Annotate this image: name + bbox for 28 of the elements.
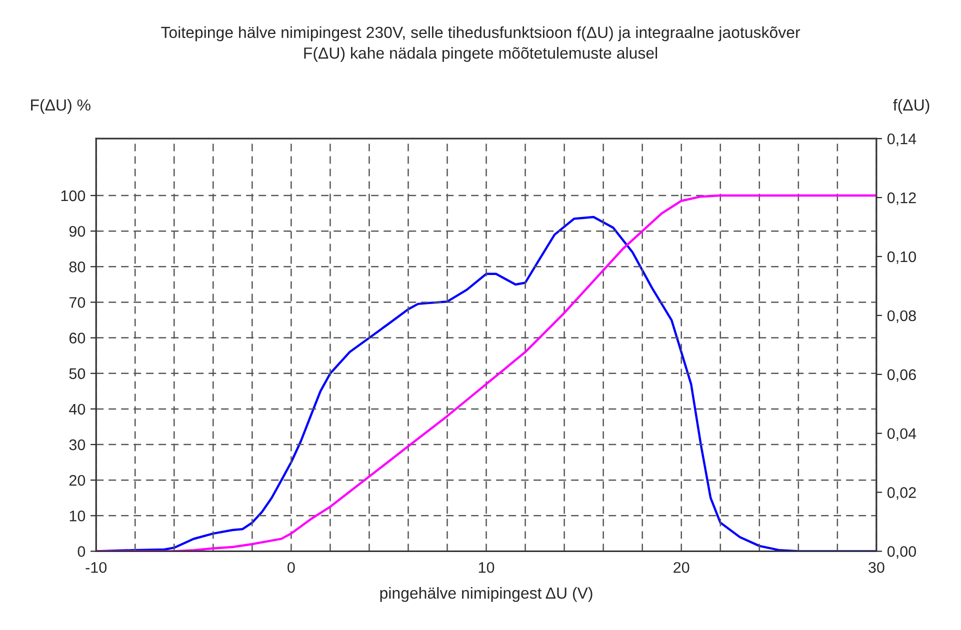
y-tick-label: 30 bbox=[69, 439, 86, 450]
y-axis-title: F(ΔU) % bbox=[31, 98, 90, 114]
x-tick-label: 10 bbox=[478, 562, 494, 573]
y-tick-label: 70 bbox=[69, 297, 86, 308]
x-tick-label: 0 bbox=[288, 562, 295, 573]
y2-tick-label: 0,04 bbox=[887, 428, 916, 441]
y-tick-label: 50 bbox=[69, 368, 86, 380]
y-tick-label: 100 bbox=[61, 190, 86, 202]
y2-tick-label: 0,10 bbox=[887, 251, 916, 264]
chart-title: Toitepinge hälve nimipingest 230V, selle tihedusfunktsioon f(ΔU) ja integraalne jaotuskõver F(ΔU) kahe nädala pingete mõõtetulemuste alusel bbox=[161, 26, 800, 62]
y2-tick-label: 0,14 bbox=[887, 133, 916, 146]
y-tick-label: 80 bbox=[69, 262, 86, 272]
y-tick-label: 90 bbox=[69, 226, 86, 237]
y2-tick-label: 0,12 bbox=[887, 192, 916, 206]
y2-tick-label: 0,02 bbox=[887, 487, 916, 500]
x-tick-label: 30 bbox=[868, 562, 884, 573]
y2-axis-title: f(ΔU) bbox=[893, 98, 930, 114]
y-tick-label: 0 bbox=[78, 546, 86, 557]
y2-tick-label: 0,06 bbox=[887, 369, 916, 382]
x-tick-label: -10 bbox=[86, 562, 107, 573]
y-tick-label: 10 bbox=[70, 510, 86, 522]
y2-tick-label: 0,00 bbox=[887, 546, 916, 559]
y-tick-label: 20 bbox=[69, 474, 86, 486]
x-tick-label: 20 bbox=[674, 562, 690, 573]
y2-tick-label: 0,08 bbox=[887, 310, 916, 323]
y-tick-label: 40 bbox=[69, 404, 86, 415]
x-axis-title: pingehälve nimipingest ΔU (V) bbox=[380, 587, 592, 602]
y-tick-label: 60 bbox=[69, 332, 86, 344]
